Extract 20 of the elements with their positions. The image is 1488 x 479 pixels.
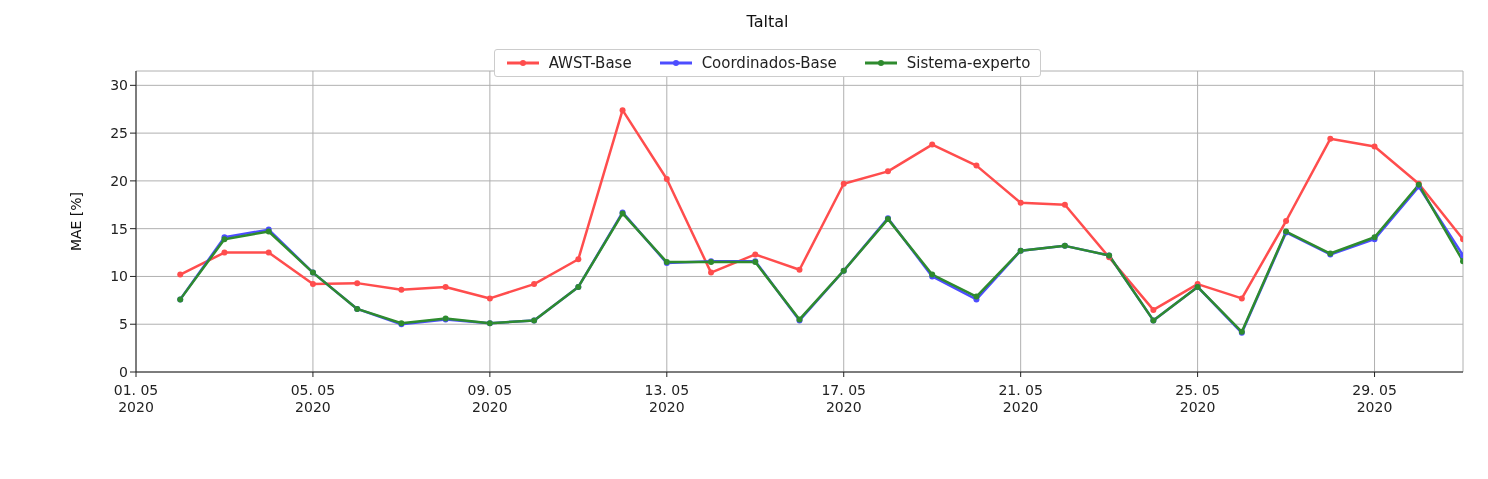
legend-label: AWST-Base bbox=[547, 54, 632, 72]
y-axis-title: MAE [%] bbox=[67, 191, 84, 252]
x-tick-label: 05. 05 2020 bbox=[290, 382, 336, 415]
x-tick-label: 29. 05 2020 bbox=[1352, 382, 1397, 415]
x-tick-label: 01. 05 2020 bbox=[113, 382, 159, 415]
y-tick-label: 25 bbox=[110, 125, 128, 142]
y-tick-label: 20 bbox=[110, 172, 128, 189]
y-tick-label: 5 bbox=[119, 316, 128, 333]
y-tick-label: 30 bbox=[110, 77, 128, 94]
y-tick-label: 10 bbox=[110, 268, 128, 285]
x-tick-label: 25. 05 2020 bbox=[1175, 382, 1220, 415]
legend-label: Coordinados-Base bbox=[700, 54, 837, 72]
y-tick-label: 15 bbox=[110, 220, 128, 237]
y-tick-label: 0 bbox=[119, 363, 128, 380]
x-tick-label: 09. 05 2020 bbox=[467, 382, 513, 415]
legend-label: Sistema-experto bbox=[905, 54, 1031, 72]
x-tick-label: 21. 05 2020 bbox=[998, 382, 1043, 415]
x-tick-label: 17. 05 2020 bbox=[821, 382, 866, 415]
x-tick-label: 13. 05 2020 bbox=[644, 382, 690, 415]
chart-title: Taltal bbox=[745, 12, 790, 31]
